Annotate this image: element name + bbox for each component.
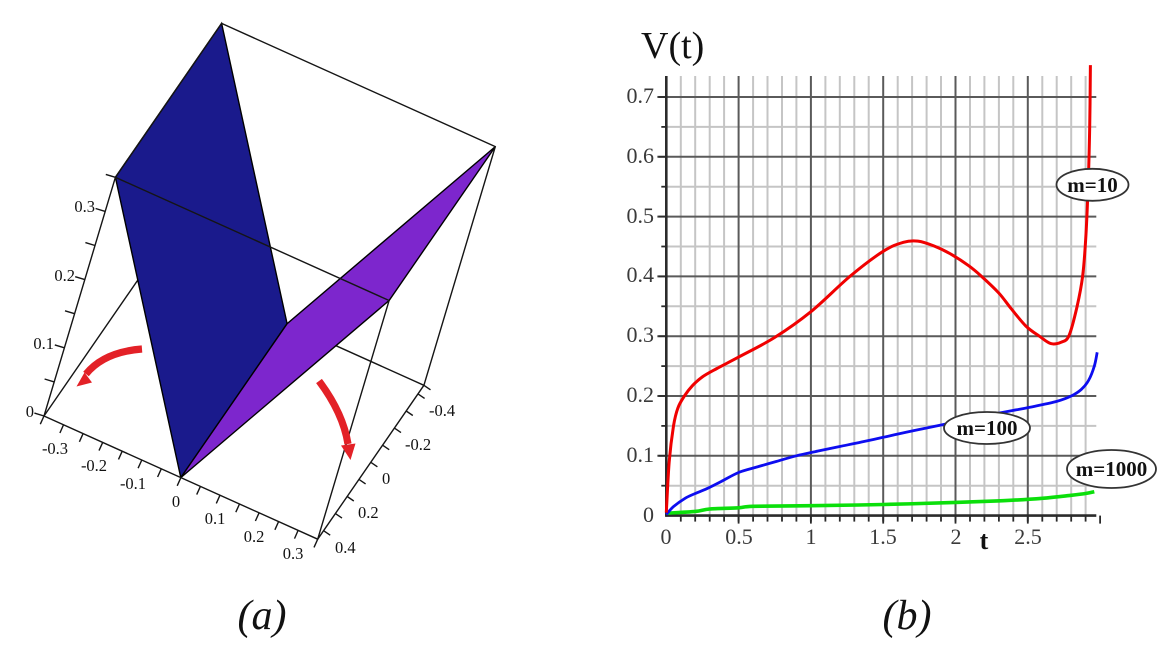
svg-text:0.3: 0.3: [283, 544, 304, 563]
svg-text:0.1: 0.1: [205, 509, 226, 528]
svg-text:V(t): V(t): [641, 25, 704, 67]
svg-text:0.2: 0.2: [54, 266, 75, 285]
svg-text:-0.1: -0.1: [120, 474, 146, 493]
svg-text:0: 0: [661, 524, 672, 549]
svg-text:0: 0: [643, 502, 654, 527]
svg-text:0: 0: [382, 469, 390, 488]
svg-text:0.3: 0.3: [74, 197, 95, 216]
svg-text:1.5: 1.5: [869, 524, 897, 549]
svg-text:0.5: 0.5: [725, 524, 753, 549]
svg-text:0.7: 0.7: [627, 83, 655, 108]
svg-text:-0.3: -0.3: [42, 439, 68, 458]
svg-text:0: 0: [26, 402, 34, 421]
svg-text:1: 1: [806, 524, 817, 549]
svg-text:-0.4: -0.4: [429, 401, 455, 420]
svg-text:-0.2: -0.2: [405, 435, 431, 454]
svg-text:t: t: [980, 526, 989, 555]
svg-text:0.4: 0.4: [627, 262, 655, 287]
svg-text:0.1: 0.1: [33, 334, 54, 353]
svg-text:m=10: m=10: [1067, 173, 1117, 197]
svg-text:0: 0: [172, 492, 180, 511]
svg-text:0.6: 0.6: [627, 143, 655, 168]
svg-text:0.5: 0.5: [627, 203, 655, 228]
svg-text:(a): (a): [238, 593, 287, 639]
svg-text:(b): (b): [883, 593, 932, 639]
svg-text:0.2: 0.2: [627, 382, 655, 407]
svg-text:0.4: 0.4: [335, 538, 356, 557]
svg-text:0.1: 0.1: [627, 442, 655, 467]
svg-text:0.2: 0.2: [358, 503, 379, 522]
svg-text:2.5: 2.5: [1014, 524, 1042, 549]
svg-text:2: 2: [951, 524, 962, 549]
svg-text:m=1000: m=1000: [1076, 457, 1147, 481]
svg-text:m=100: m=100: [957, 416, 1018, 440]
svg-text:0.2: 0.2: [244, 527, 265, 546]
svg-text:-0.2: -0.2: [81, 456, 107, 475]
svg-text:0.3: 0.3: [627, 322, 655, 347]
